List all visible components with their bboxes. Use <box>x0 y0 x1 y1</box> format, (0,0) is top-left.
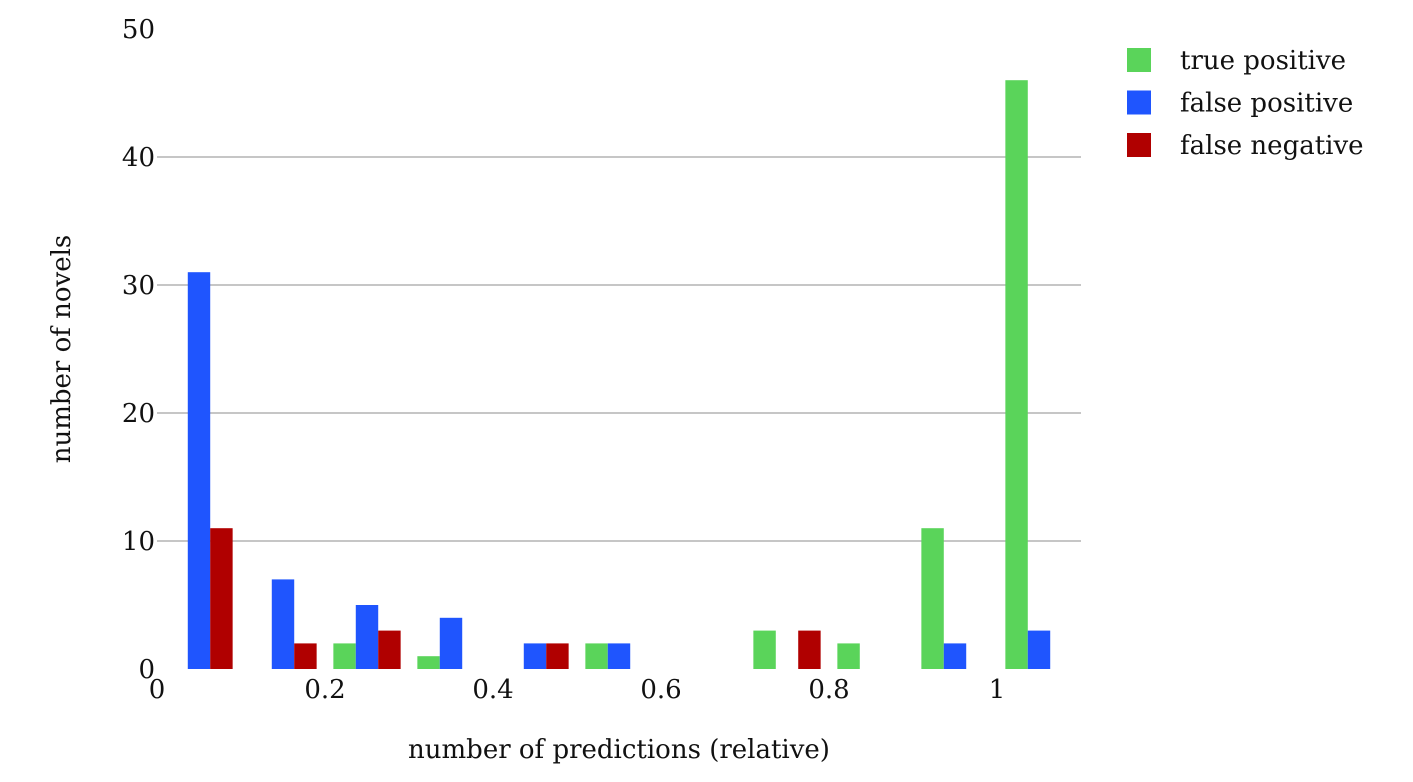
bar-true-positive <box>753 630 776 669</box>
x-tick-label: 0.2 <box>304 675 345 705</box>
bar-false-positive <box>271 579 295 669</box>
legend: true positive false positive false negativ… <box>1127 46 1364 161</box>
bar-false-positive <box>355 605 379 669</box>
x-tick-label: 1 <box>989 675 1006 705</box>
x-tick-label: 0.8 <box>808 675 849 705</box>
x-tick-label: 0 <box>149 675 166 705</box>
bar-false-positive <box>439 617 463 669</box>
y-tick-labels: 0 10 20 30 40 50 <box>122 15 155 685</box>
bar-false-positive <box>607 643 631 669</box>
bar-false-negative <box>210 528 233 669</box>
y-tick-label: 40 <box>122 143 155 173</box>
x-tick-label: 0.4 <box>472 675 513 705</box>
bars <box>187 80 1051 669</box>
legend-swatch <box>1127 48 1151 72</box>
bar-false-positive <box>187 272 211 669</box>
legend-label: true positive <box>1180 46 1346 76</box>
y-tick-label: 20 <box>122 399 155 429</box>
x-tick-labels: 0 0.2 0.4 0.6 0.8 1 <box>149 675 1006 705</box>
x-tick-label: 0.6 <box>640 675 681 705</box>
legend-label: false negative <box>1180 131 1364 161</box>
bar-false-positive <box>1027 630 1051 669</box>
bar-false-positive <box>523 643 547 669</box>
bar-false-negative <box>294 643 317 669</box>
grid-lines <box>157 156 1081 542</box>
y-tick-label: 30 <box>122 271 155 301</box>
x-axis-label: number of predictions (relative) <box>408 735 830 765</box>
y-tick-label: 10 <box>122 527 155 557</box>
bar-true-positive <box>417 656 440 669</box>
bar-true-positive <box>333 643 356 669</box>
y-axis-label: number of novels <box>47 235 77 464</box>
bar-true-positive <box>1005 80 1028 669</box>
legend-swatch <box>1127 90 1151 115</box>
bar-false-negative <box>378 630 401 669</box>
bar-true-positive <box>837 643 860 669</box>
bar-false-positive <box>943 643 967 669</box>
bar-true-positive <box>921 528 944 669</box>
bar-false-negative <box>798 630 821 669</box>
legend-label: false positive <box>1180 89 1353 119</box>
bar-true-positive <box>585 643 608 669</box>
bar-false-negative <box>546 643 569 669</box>
y-tick-label: 0 <box>138 655 155 685</box>
y-tick-label: 50 <box>122 15 155 45</box>
legend-swatch <box>1127 133 1151 157</box>
